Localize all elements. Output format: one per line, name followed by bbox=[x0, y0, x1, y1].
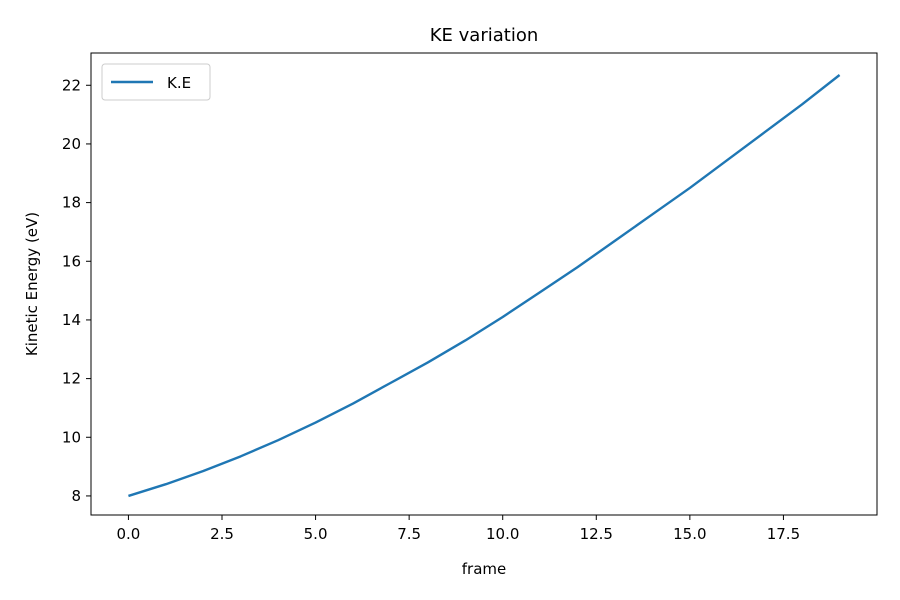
x-tick-label: 2.5 bbox=[210, 525, 234, 543]
x-tick-label: 5.0 bbox=[304, 525, 328, 543]
legend-label-ke: K.E bbox=[167, 74, 191, 92]
x-tick-label: 17.5 bbox=[767, 525, 800, 543]
y-tick-label: 16 bbox=[62, 252, 81, 270]
x-tick-label: 15.0 bbox=[673, 525, 706, 543]
y-tick-label: 14 bbox=[62, 311, 81, 329]
axis-ticks: 0.0 2.5 5.0 7.5 10.0 12.5 15.0 17.5 8 10 12 14 16 18 2… bbox=[62, 76, 800, 543]
y-tick-label: 22 bbox=[62, 76, 81, 94]
legend-box bbox=[101, 63, 211, 101]
y-axis-label: Kinetic Energy (eV) bbox=[23, 212, 41, 356]
x-tick-label: 7.5 bbox=[397, 525, 421, 543]
x-tick-label: 0.0 bbox=[116, 525, 140, 543]
y-tick-label: 20 bbox=[62, 135, 81, 153]
series-line-k-e bbox=[128, 74, 841, 498]
x-axis-label: frame bbox=[462, 560, 506, 578]
y-tick-label: 10 bbox=[62, 428, 81, 446]
x-tick-label: 12.5 bbox=[580, 525, 613, 543]
chart-title: KE variation bbox=[430, 25, 539, 46]
series-layer bbox=[128, 74, 841, 498]
x-tick-label: 10.0 bbox=[486, 525, 519, 543]
y-tick-label: 8 bbox=[71, 487, 81, 505]
y-tick-label: 18 bbox=[62, 194, 81, 212]
legend: K.E bbox=[101, 63, 211, 101]
y-tick-label: 12 bbox=[62, 370, 81, 388]
plot-frame bbox=[90, 52, 878, 516]
